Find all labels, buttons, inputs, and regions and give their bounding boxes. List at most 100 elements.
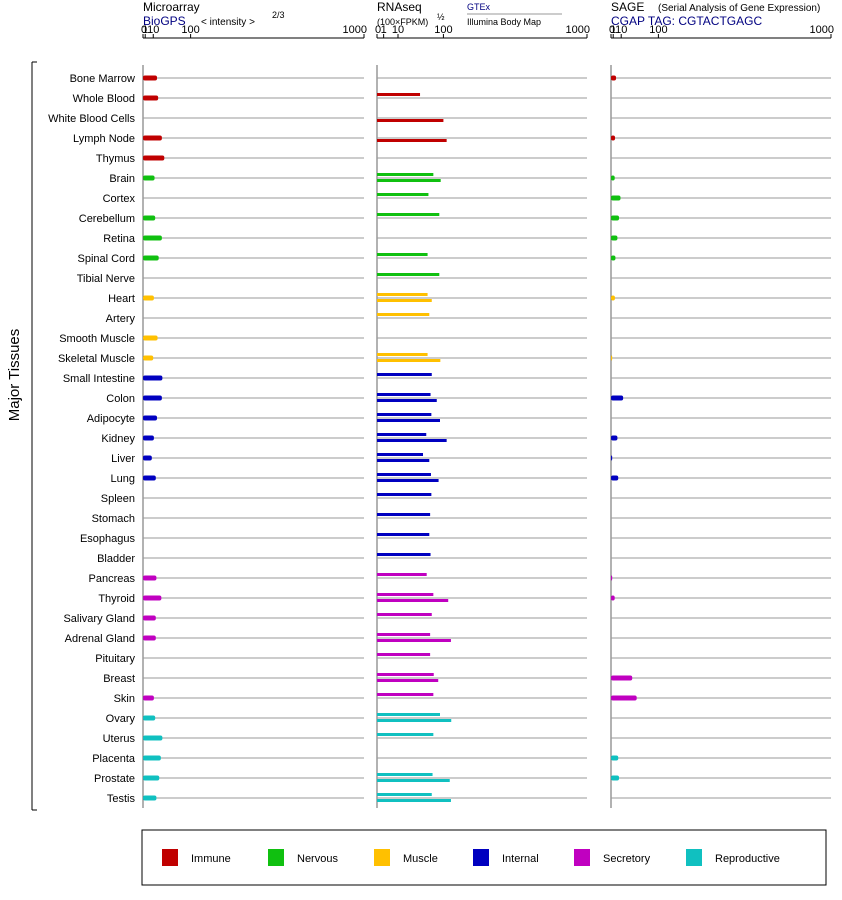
bar-sage: [611, 575, 613, 581]
tissue-label: Smooth Muscle: [59, 333, 135, 345]
legend-swatch-immune: [162, 849, 178, 866]
bar-rnaseq: [377, 373, 432, 376]
tissue-label: Spinal Cord: [78, 253, 135, 265]
tissue-label: Liver: [111, 453, 135, 465]
panel-rnaseq: 0 1 10 100 1000: [375, 24, 590, 808]
legend-swatch-secretory: [574, 849, 590, 866]
bar-sage: [611, 255, 616, 261]
bar-sage: [611, 295, 615, 301]
tissue-bracket: [31, 61, 37, 811]
tick-label: 1000: [343, 24, 367, 36]
bar-microarray: [143, 95, 159, 101]
tissue-label: Pancreas: [89, 573, 136, 585]
bar-rnaseq: [377, 313, 430, 316]
tick-label: 10: [615, 24, 627, 36]
bar-microarray: [143, 435, 154, 441]
legend-swatch-muscle: [374, 849, 390, 866]
bar-rnaseq: [377, 793, 432, 796]
bar-microarray: [143, 215, 156, 221]
tissue-label: Bladder: [97, 553, 135, 565]
tissue-label: Lung: [111, 473, 135, 485]
bar-rnaseq: [377, 673, 434, 676]
bar-sage: [611, 135, 616, 141]
legend-label-internal: Internal: [502, 853, 539, 865]
tissue-label: Whole Blood: [73, 93, 135, 105]
tick-label: 1000: [810, 24, 834, 36]
tissue-label: Spleen: [101, 493, 135, 505]
tissue-label: Breast: [103, 673, 135, 685]
bar-rnaseq: [377, 353, 428, 356]
tick-label: 0: [141, 24, 147, 36]
bar-rnaseq: [377, 633, 431, 636]
bar-rnaseq: [377, 173, 434, 176]
bar-rnaseq: [377, 213, 440, 216]
bar-microarray: [143, 415, 158, 421]
tissue-label: Colon: [106, 393, 135, 405]
bar-sage: [611, 215, 620, 221]
tick-label: 100: [649, 24, 667, 36]
bar-rnaseq: [377, 779, 450, 782]
bar-rnaseq: [377, 299, 432, 302]
bar-rnaseq: [377, 613, 432, 616]
bar-rnaseq: [377, 253, 428, 256]
bar-rnaseq: [377, 359, 441, 362]
panel-source-microarray: BioGPS: [143, 14, 186, 28]
tissue-label: Heart: [108, 293, 135, 305]
bar-rnaseq: [377, 273, 440, 276]
bar-rnaseq: [377, 573, 427, 576]
tissue-label: Testis: [107, 793, 136, 805]
legend-swatch-reproductive: [686, 849, 702, 866]
bar-sage: [611, 675, 633, 681]
tick-label: 1: [381, 24, 387, 36]
bar-microarray: [143, 795, 157, 801]
bar-sage: [611, 455, 613, 461]
bar-rnaseq: [377, 653, 431, 656]
legend-items: Immune Nervous Muscle Internal Secretory Repr…: [162, 849, 780, 866]
legend-label-reproductive: Reproductive: [715, 853, 780, 865]
bar-microarray: [143, 295, 154, 301]
legend-swatch-nervous: [268, 849, 284, 866]
tissue-label: Lymph Node: [73, 133, 135, 145]
bar-microarray: [143, 395, 162, 401]
tissue-label: Cerebellum: [79, 213, 135, 225]
bar-microarray: [143, 75, 158, 81]
bar-microarray: [143, 615, 156, 621]
tissue-label: Placenta: [92, 753, 136, 765]
header-rnaseq: RNAseq (100×FPKM) ½ GTEx Illumina Body M…: [377, 0, 562, 27]
panel-source-bodymap: Illumina Body Map: [467, 17, 541, 27]
tissue-label: Artery: [106, 313, 136, 325]
tissue-label: Stomach: [92, 513, 135, 525]
tissue-label: Small Intestine: [63, 373, 135, 385]
tissue-label: White Blood Cells: [48, 113, 135, 125]
tissue-labels: Bone Marrow Whole Blood White Blood Cells L…: [48, 73, 136, 805]
bar-microarray: [143, 375, 163, 381]
tick-label: 0: [609, 24, 615, 36]
tick-label: 1: [142, 24, 148, 36]
panel-source-gtex: GTEx: [467, 2, 491, 12]
bar-sage: [611, 475, 619, 481]
bar-rnaseq: [377, 93, 421, 96]
bar-rnaseq: [377, 719, 452, 722]
tissue-label: Tibial Nerve: [77, 273, 135, 285]
legend-label-nervous: Nervous: [297, 853, 338, 865]
tissue-label: Adrenal Gland: [65, 633, 135, 645]
bar-rnaseq: [377, 459, 430, 462]
bar-sage: [611, 175, 615, 181]
bar-microarray: [143, 695, 154, 701]
tissue-label: Esophagus: [80, 533, 136, 545]
bar-rnaseq: [377, 413, 432, 416]
bar-rnaseq: [377, 399, 437, 402]
bar-microarray: [143, 355, 154, 361]
bar-sage: [611, 195, 621, 201]
header-sage: SAGE (Serial Analysis of Gene Expression…: [611, 0, 820, 28]
panel-scale-rnaseq: (100×FPKM): [377, 17, 428, 27]
bar-sage: [611, 695, 637, 701]
bar-rnaseq: [377, 773, 433, 776]
legend-label-secretory: Secretory: [603, 853, 651, 865]
bar-rnaseq: [377, 553, 431, 556]
tissue-label: Salivary Gland: [63, 613, 135, 625]
y-axis-label: Major Tissues: [6, 329, 23, 422]
bar-rnaseq: [377, 419, 440, 422]
